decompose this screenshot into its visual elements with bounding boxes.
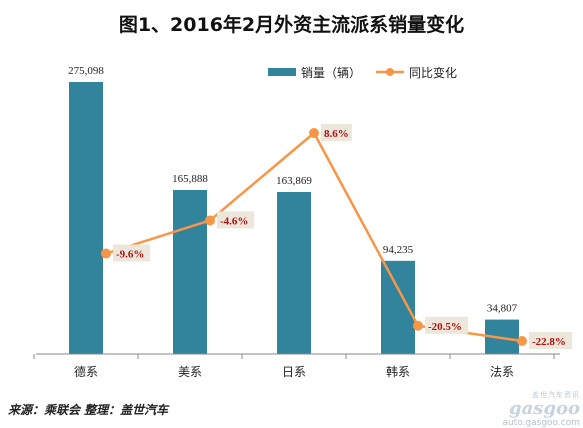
yoy-line (105, 131, 523, 343)
bar-1 (69, 82, 103, 354)
yoy-value-label: -22.8% (529, 332, 573, 349)
bar-4 (381, 260, 415, 354)
bar-3 (277, 191, 311, 354)
source-note: 来源：乘联会 整理：盖世汽车 (8, 403, 169, 417)
bar-2 (173, 189, 207, 354)
bars-layer: 275,098 165,888 163,869 94,235 34,807 (68, 65, 519, 354)
axis-layer: 德系 美系 日系 韩系 法系 (33, 353, 560, 379)
yoy-label-bg (217, 211, 254, 229)
bar-value-label: 94,235 (383, 244, 414, 256)
legend-line-marker (386, 68, 394, 76)
yoy-label-text: 8.6% (324, 128, 349, 140)
chart-title: 图1、2016年2月外资主流派系销量变化 (118, 14, 465, 36)
yoy-label-text: -9.6% (116, 249, 144, 261)
legend: 销量（辆） 同比变化 (268, 65, 457, 80)
yoy-value-label: -4.6% (217, 211, 254, 229)
yoy-value-label: 8.6% (321, 124, 352, 141)
yoy-label-bg (113, 244, 150, 262)
bar-value-label: 34,807 (487, 303, 518, 315)
yoy-value-label: -9.6% (113, 244, 150, 262)
watermark: 盖世汽车资讯 gasgoo auto.gasgoo.com (472, 390, 580, 428)
yoy-label-bg (529, 332, 573, 349)
yoy-label-bg (321, 124, 352, 141)
category-label: 美系 (178, 365, 202, 379)
category-label: 日系 (282, 365, 306, 379)
bar-value-label: 275,098 (68, 65, 104, 77)
yoy-point-3 (309, 128, 319, 138)
yoy-value-label: -20.5% (425, 316, 469, 334)
category-label: 韩系 (386, 364, 410, 379)
yoy-label-text: -22.8% (532, 336, 566, 348)
legend-bar-swatch (268, 68, 296, 76)
yoy-point-4 (413, 320, 423, 331)
yoy-label-text: -4.6% (220, 215, 248, 227)
yoy-point-2 (205, 215, 215, 226)
watermark-cn: 盖世汽车资讯 (532, 391, 580, 399)
yoy-point-1 (101, 248, 111, 259)
watermark-url: auto.gasgoo.com (502, 418, 580, 428)
yoy-label-bg (425, 316, 469, 334)
legend-line-label: 同比变化 (409, 65, 457, 80)
bar-value-label: 165,888 (172, 173, 208, 185)
category-label: 法系 (490, 365, 514, 379)
category-label: 德系 (74, 364, 98, 379)
legend-bar-label: 销量（辆） (301, 66, 361, 80)
line-layer: -9.6% -4.6% 8.6% -20.5% -22.8% (101, 124, 573, 349)
yoy-label-text: -20.5% (428, 321, 462, 333)
bar-value-label: 163,869 (276, 175, 312, 187)
yoy-point-5 (517, 336, 527, 346)
watermark-logo: gasgoo (509, 398, 580, 419)
